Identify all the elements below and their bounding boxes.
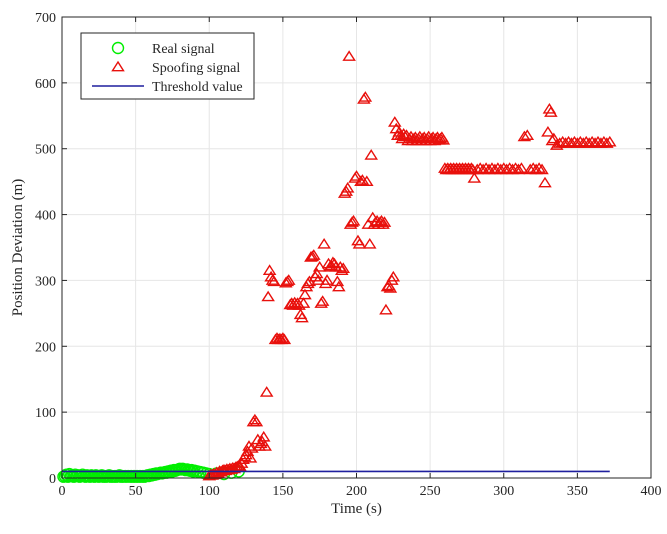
y-tick-label: 0 (49, 472, 56, 487)
spoofing-signal-point (281, 274, 296, 285)
spoofing-signal-point (349, 170, 364, 181)
spoofing-signal-point (364, 149, 378, 160)
y-tick-label: 400 (35, 209, 56, 224)
spoofing-signal-point (352, 237, 367, 249)
spoofing-signal-point (258, 440, 272, 451)
legend-label-threshold-value: Threshold value (152, 80, 243, 95)
x-tick-label: 100 (199, 484, 220, 499)
legend-label-real-signal: Real signal (152, 42, 215, 57)
spoofing-signal-point (436, 133, 451, 145)
spoofing-signal-point (240, 445, 255, 457)
legend: Real signal Spoofing signal Threshold va… (80, 32, 255, 100)
y-tick-label: 500 (35, 143, 56, 158)
spoofing-signal-point (362, 237, 377, 249)
spoofing-signal-point (296, 297, 311, 308)
spoofing-signal-point (307, 249, 321, 260)
spoofing-signal-point (386, 270, 401, 282)
spoofing-signal-point (298, 288, 312, 300)
spoofing-signal-point (259, 386, 274, 397)
spoofing-signal-point (544, 106, 558, 117)
spoofing-signal-point (317, 237, 331, 249)
y-tick-label: 300 (35, 274, 56, 289)
spoofing-signal-point (358, 91, 373, 102)
x-tick-label: 400 (641, 484, 662, 499)
spoofing-signal-point (277, 333, 292, 345)
spoofing-signal-point (517, 130, 532, 142)
spoofing-signal-point (549, 139, 564, 150)
y-tick-label: 600 (35, 77, 56, 92)
x-axis-label: Time (s) (331, 501, 382, 517)
x-tick-label: 0 (59, 484, 66, 499)
spoofing-signal-point (249, 415, 264, 427)
legend-marker-spoofing-signal (111, 60, 125, 72)
spoofing-signal-point (243, 451, 258, 463)
spoofing-signal-point (520, 129, 535, 140)
legend-box (80, 32, 255, 100)
spoofing-signal-point (292, 299, 306, 310)
spoofing-signal-point (256, 430, 271, 442)
x-tick-label: 150 (272, 484, 293, 499)
y-tick-label: 200 (35, 340, 56, 355)
legend-label-spoofing-signal: Spoofing signal (152, 61, 240, 76)
spoofing-signal-point (315, 295, 330, 306)
spoofing-signal-point (336, 262, 351, 273)
x-axis-ticks: 0 50 100 150 200 250 300 350 400 (59, 17, 662, 499)
x-tick-label: 50 (129, 484, 143, 499)
spoofing-signal-point (535, 163, 549, 175)
spoofing-signal-point (320, 274, 334, 285)
spoofing-signal-point (346, 214, 361, 226)
spoofing-signal-point (379, 303, 393, 315)
spoofing-signal-point (267, 275, 281, 287)
spoofing-signal-point (311, 274, 325, 285)
spoofing-signal-point (532, 162, 546, 173)
spoofing-signal-point (261, 290, 275, 302)
spoofing-signal-point (295, 311, 309, 323)
spoofing-signal-point (547, 132, 561, 144)
spoofing-signal-point (602, 135, 617, 147)
x-tick-label: 250 (420, 484, 441, 499)
y-axis-label: Position Deviation (m) (10, 179, 26, 317)
spoofing-signal-point (332, 280, 346, 292)
y-tick-label: 700 (35, 11, 56, 26)
spoofing-signal-point (312, 261, 327, 272)
spoofing-signal-point (342, 50, 356, 61)
x-tick-label: 200 (346, 484, 367, 499)
spoofing-signal-point (538, 176, 552, 188)
spoofing-signal-point (360, 175, 374, 187)
spoofing-signal-point (541, 125, 555, 137)
x-tick-label: 300 (493, 484, 514, 499)
spoofing-signal-point (514, 162, 529, 173)
spoofing-signal-point (377, 216, 392, 227)
spoofing-signal-point (467, 172, 482, 183)
spoofing-signal-point (511, 163, 526, 175)
y-tick-label: 100 (35, 406, 56, 421)
x-tick-label: 350 (567, 484, 588, 499)
series-1 (202, 50, 617, 481)
y-axis-ticks: 0 100 200 300 400 500 600 700 (35, 11, 651, 487)
spoofing-signal-point (383, 282, 398, 293)
spoofing-signal-point (340, 181, 355, 193)
series-layer (57, 50, 617, 483)
spoofing-signal-point (600, 137, 614, 148)
legend-marker-real-signal (111, 41, 125, 55)
spoofing-signal-point (242, 440, 256, 451)
